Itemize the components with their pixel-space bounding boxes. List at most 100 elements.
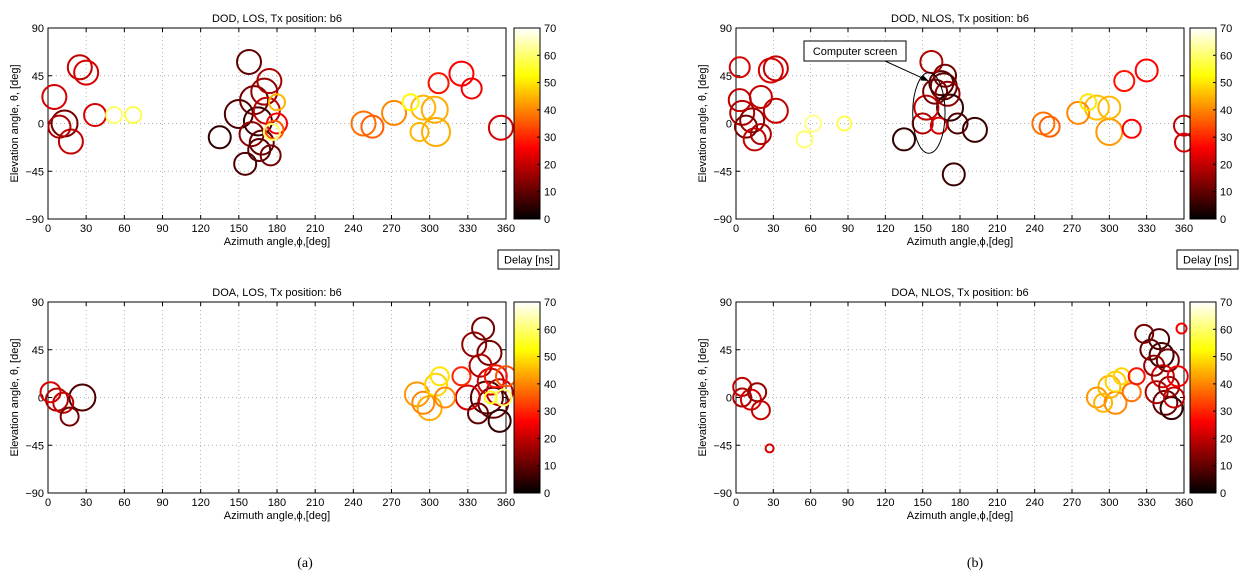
x-tick-label: 270 bbox=[382, 497, 400, 509]
x-tick-label: 60 bbox=[805, 497, 817, 509]
annotation-arrow bbox=[884, 60, 929, 82]
y-tick-label: 90 bbox=[720, 297, 732, 309]
data-point bbox=[73, 59, 100, 86]
x-tick-label: 180 bbox=[268, 223, 286, 235]
y-tick-label: 45 bbox=[720, 345, 732, 357]
data-point bbox=[494, 388, 513, 407]
chart-title: DOA, NLOS, Tx position: b6 bbox=[891, 287, 1028, 299]
data-point bbox=[1175, 322, 1188, 335]
plot-dod-los: 0 30 60 90 120 150 180 210 240 270 300 330 360−90−45… bbox=[9, 13, 556, 248]
chart-title: DOD, NLOS, Tx position: b6 bbox=[891, 13, 1029, 25]
x-tick-label: 120 bbox=[191, 497, 209, 509]
delay-label-left: Delay [ns] bbox=[504, 255, 553, 267]
colorbar-tick-label: 70 bbox=[544, 23, 556, 35]
colorbar-tick-label: 50 bbox=[1220, 78, 1232, 90]
x-axis-label: Azimuth angle,ϕ,[deg] bbox=[224, 236, 330, 248]
y-tick-label: 45 bbox=[32, 345, 44, 357]
data-point bbox=[1127, 367, 1146, 386]
colorbar-tick-label: 70 bbox=[1220, 297, 1232, 309]
data-point bbox=[433, 386, 456, 409]
data-point bbox=[429, 366, 450, 387]
x-tick-label: 330 bbox=[459, 497, 477, 509]
x-tick-label: 120 bbox=[876, 223, 894, 235]
colorbar-tick-label: 70 bbox=[1220, 23, 1232, 35]
data-point bbox=[1097, 95, 1122, 120]
data-point bbox=[836, 115, 853, 132]
x-tick-label: 210 bbox=[988, 223, 1006, 235]
data-point bbox=[401, 93, 420, 112]
data-point bbox=[892, 127, 916, 152]
x-tick-label: 120 bbox=[191, 223, 209, 235]
data-point bbox=[248, 129, 275, 156]
x-tick-label: 210 bbox=[306, 497, 324, 509]
x-tick-label: 300 bbox=[1100, 223, 1118, 235]
data-point bbox=[1144, 380, 1169, 405]
data-point bbox=[748, 84, 773, 109]
colorbar-tick-label: 20 bbox=[1220, 433, 1232, 445]
colorbar-tick-label: 30 bbox=[544, 132, 556, 144]
data-point bbox=[1112, 367, 1131, 386]
data-point bbox=[733, 114, 758, 139]
y-tick-label: 90 bbox=[720, 23, 732, 35]
data-point bbox=[1083, 94, 1110, 121]
delay-label-box-left: Delay [ns] bbox=[497, 249, 560, 270]
data-point bbox=[409, 121, 430, 142]
x-axis-label: Azimuth angle,ϕ,[deg] bbox=[907, 236, 1013, 248]
y-tick-label: −90 bbox=[25, 488, 44, 500]
data-point bbox=[1093, 392, 1114, 413]
y-axis-label: Elevation angle, θ, [deg] bbox=[697, 338, 709, 456]
y-tick-label: 90 bbox=[32, 297, 44, 309]
y-tick-label: 45 bbox=[32, 71, 44, 83]
data-point bbox=[360, 114, 385, 139]
x-tick-label: 300 bbox=[1100, 497, 1118, 509]
colorbar-tick-label: 10 bbox=[544, 187, 556, 199]
data-point bbox=[66, 54, 93, 81]
colorbar-tick-label: 40 bbox=[544, 379, 556, 391]
data-point bbox=[739, 107, 766, 134]
x-tick-label: 150 bbox=[913, 223, 931, 235]
colorbar-tick-label: 40 bbox=[1220, 379, 1232, 391]
colorbar-tick-label: 0 bbox=[544, 488, 550, 500]
x-tick-label: 240 bbox=[344, 497, 362, 509]
y-tick-label: 45 bbox=[720, 71, 732, 83]
x-axis-label: Azimuth angle,ϕ,[deg] bbox=[907, 510, 1013, 522]
x-tick-label: 330 bbox=[1137, 497, 1155, 509]
x-tick-label: 180 bbox=[951, 497, 969, 509]
colorbar-tick-label: 30 bbox=[544, 406, 556, 418]
data-point bbox=[804, 114, 823, 133]
plot-dod-nlos: 0 30 60 90 120 150 180 210 240 270 300 330 360−90−45… bbox=[697, 13, 1232, 248]
data-point bbox=[247, 138, 272, 163]
y-tick-label: −90 bbox=[25, 214, 44, 226]
colorbar-tick-label: 60 bbox=[1220, 50, 1232, 62]
y-tick-label: −45 bbox=[713, 166, 732, 178]
caption-b: (b) bbox=[967, 556, 984, 571]
data-point bbox=[1143, 354, 1166, 377]
data-point bbox=[762, 97, 789, 124]
data-point bbox=[961, 116, 988, 143]
data-point bbox=[929, 116, 948, 135]
data-point bbox=[742, 127, 767, 152]
data-point bbox=[451, 366, 472, 387]
data-point bbox=[483, 390, 498, 405]
data-point bbox=[421, 116, 452, 147]
data-point bbox=[41, 83, 68, 110]
annotation-ellipse bbox=[912, 72, 946, 154]
data-point bbox=[1113, 70, 1136, 93]
data-point bbox=[105, 106, 124, 125]
x-tick-label: 90 bbox=[156, 223, 168, 235]
data-point bbox=[483, 364, 508, 389]
data-point bbox=[1148, 328, 1171, 351]
data-point bbox=[1163, 386, 1186, 409]
data-point bbox=[47, 114, 72, 139]
data-point bbox=[350, 110, 377, 137]
data-point bbox=[764, 443, 775, 454]
colorbar-tick-label: 60 bbox=[544, 324, 556, 336]
colorbar-tick-label: 30 bbox=[1220, 132, 1232, 144]
delay-label-box-right: Delay [ns] bbox=[1176, 249, 1239, 270]
data-point bbox=[250, 77, 279, 106]
x-tick-label: 60 bbox=[805, 223, 817, 235]
colorbar-tick-label: 10 bbox=[1220, 461, 1232, 473]
colorbar-tick-label: 50 bbox=[1220, 352, 1232, 364]
data-point bbox=[732, 376, 753, 397]
y-tick-label: −45 bbox=[25, 166, 44, 178]
